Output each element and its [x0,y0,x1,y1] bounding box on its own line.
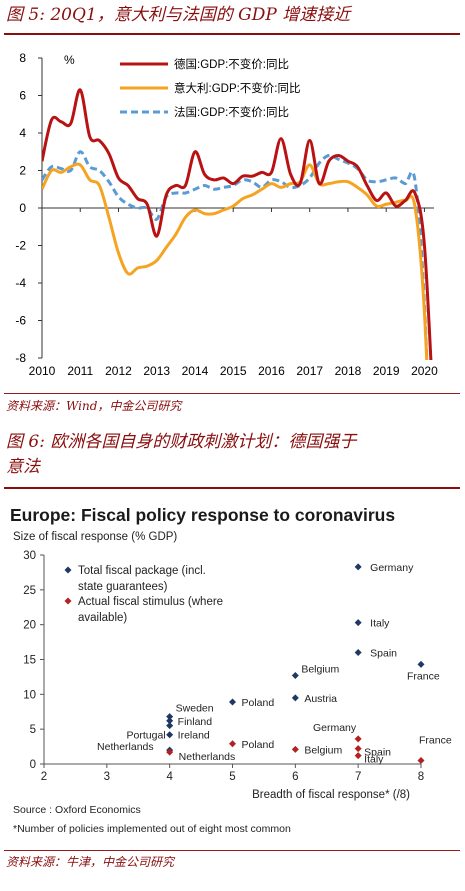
x-tick-label: 8 [418,771,424,783]
scatter-point [354,745,362,753]
x-tick-label: 7 [355,771,361,783]
scatter-point [291,745,299,753]
x-tick-label: 2011 [67,364,93,378]
scatter-point [417,660,425,668]
figure2-bottom-rule [4,850,460,851]
figure2-title-line1: 图 6: 欧洲各国自身的财政刺激计划：德国强于 [6,432,357,452]
scatter-point [166,731,174,739]
footnote: *Number of policies implemented out of e… [13,823,291,835]
y-tick-label: -6 [15,314,26,328]
y-tick-label: 2 [19,164,26,178]
figure1-bottom-rule [4,393,460,394]
scatter-point [166,748,174,756]
figure1-title-rule [4,33,460,35]
point-label: Germany [370,562,414,574]
y-tick-label: 30 [23,550,36,562]
point-label: Sweden [176,703,214,715]
scatter-point [291,672,299,680]
point-label: Finland [178,716,213,728]
scatter-point [354,649,362,657]
x-axis-label: Breadth of fiscal response* (/8) [252,789,410,801]
x-tick-label: 2013 [143,364,170,378]
y-tick-label: 8 [19,51,26,65]
x-tick-label: 2015 [220,364,247,378]
series-line-1 [42,162,429,360]
legend-marker [64,597,72,605]
scatter-point [354,752,362,760]
x-tick-label: 3 [104,771,110,783]
point-label: Poland [242,739,275,751]
source-note: Source : Oxford Economics [13,804,141,816]
scatter-point [354,619,362,627]
x-tick-label: 2016 [258,364,285,378]
y-tick-label: 0 [30,759,36,771]
figure1-source: 资料来源：Wind，中金公司研究 [6,399,182,413]
fiscal-response-scatter-chart: Europe: Fiscal policy response to corona… [10,505,452,835]
scatter-point [166,713,174,721]
legend-label: 意大利:GDP:不变价:同比 [174,81,301,95]
y-tick-label: 25 [23,585,36,597]
scatter-point [291,694,299,702]
y-unit-label: % [64,53,75,67]
point-label: Portugal [127,730,166,742]
scatter-point [166,717,174,725]
legend-label: 法国:GDP:不变价:同比 [174,105,289,119]
point-label: Belgium [304,744,342,756]
point-label: Germany [313,722,357,734]
point-label: France [419,735,452,747]
point-label: Italy [364,754,384,766]
figure2-title-line2: 意法 [6,457,40,477]
y-tick-label: 15 [23,655,36,667]
y-tick-label: 6 [19,89,26,103]
point-label: Spain [364,747,391,759]
point-label: Netherlands [179,751,236,763]
y-tick-label: -4 [15,276,26,290]
y-tick-label: 0 [19,201,26,215]
scatter-point [354,563,362,571]
x-tick-label: 2018 [335,364,362,378]
scatter-point [229,698,236,706]
x-tick-label: 2012 [105,364,132,378]
y-tick-label: -8 [15,351,26,365]
point-label: Italy [370,618,390,630]
point-label: Poland [242,697,275,709]
series-line-0 [42,88,433,360]
scatter-point [166,722,174,730]
y-tick-label: 4 [19,126,26,140]
y-tick-label: 20 [23,620,36,632]
point-label: Austria [304,693,337,705]
figure2-title-rule [4,487,460,489]
point-label: Spain [370,648,397,660]
y-tick-label: 5 [30,724,36,736]
x-tick-label: 5 [229,771,235,783]
point-label: France [407,670,440,682]
scatter-point [229,740,236,748]
scatter-point [354,735,362,743]
scatter-point [417,757,425,765]
x-tick-label: 2019 [373,364,400,378]
legend-label: 德国:GDP:不变价:同比 [174,57,289,71]
y-tick-label: -2 [15,239,26,253]
legend-label-0: Total fiscal package (incl. state guarant… [78,565,206,593]
x-tick-label: 2010 [29,364,56,378]
y-tick-label: 10 [23,689,36,701]
legend-marker [64,566,72,574]
chart-subtitle: Size of fiscal response (% GDP) [13,531,177,543]
x-tick-label: 2014 [182,364,209,378]
legend-label-1: Actual fiscal stimulus (where available) [78,596,223,624]
x-tick-label: 6 [292,771,298,783]
chart-title: Europe: Fiscal policy response to corona… [10,505,395,525]
figure1-title: 图 5: 20Q1，意大利与法国的 GDP 增速接近 [6,5,351,25]
figure2-source: 资料来源：牛津，中金公司研究 [6,855,175,869]
series-line-2 [42,150,429,360]
x-tick-label: 2017 [296,364,323,378]
point-label: Netherlands [97,741,154,753]
x-tick-label: 2020 [411,364,438,378]
x-tick-label: 2 [41,771,47,783]
x-tick-label: 4 [166,771,173,783]
point-label: Belgium [301,664,339,676]
gdp-growth-line-chart: % 德国:GDP:不变价:同比意大利:GDP:不变价:同比法国:GDP:不变价:… [15,51,438,378]
point-label: Ireland [178,730,210,742]
